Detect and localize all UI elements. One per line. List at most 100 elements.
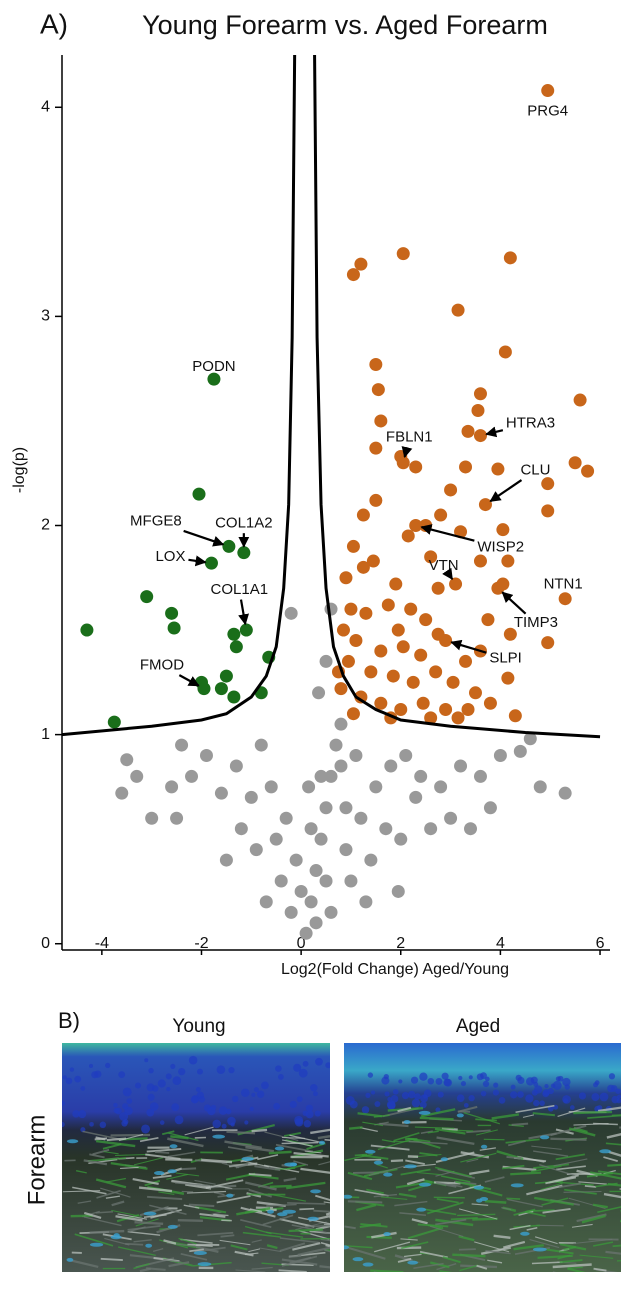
cell bbox=[310, 1189, 321, 1193]
cell bbox=[144, 1212, 157, 1216]
x-tick-label: 6 bbox=[596, 935, 605, 952]
point-label: FMOD bbox=[140, 657, 184, 674]
nucleus bbox=[175, 1115, 184, 1124]
data-point bbox=[300, 927, 313, 940]
nucleus bbox=[304, 1120, 311, 1127]
fiber bbox=[155, 1152, 169, 1153]
data-point bbox=[382, 598, 395, 611]
data-point bbox=[280, 812, 293, 825]
data-point bbox=[347, 707, 360, 720]
point-label: VTN bbox=[429, 557, 459, 574]
data-point bbox=[230, 759, 243, 772]
cell bbox=[282, 1210, 296, 1214]
data-point bbox=[305, 895, 318, 908]
cell bbox=[374, 1161, 383, 1165]
nucleus bbox=[310, 1084, 318, 1092]
cell bbox=[168, 1169, 177, 1173]
data-point bbox=[175, 739, 188, 752]
data-point bbox=[275, 874, 288, 887]
nucleus bbox=[384, 1074, 389, 1079]
nucleus bbox=[144, 1058, 148, 1062]
nucleus bbox=[419, 1073, 427, 1081]
nucleus bbox=[493, 1083, 498, 1088]
fiber bbox=[506, 1198, 520, 1199]
nucleus bbox=[148, 1094, 155, 1101]
data-point bbox=[230, 640, 243, 653]
point-label: COL1A2 bbox=[215, 515, 273, 532]
nucleus bbox=[615, 1088, 621, 1094]
data-point bbox=[491, 463, 504, 476]
x-tick-label: 2 bbox=[396, 935, 405, 952]
nucleus bbox=[525, 1094, 533, 1102]
nucleus bbox=[362, 1106, 369, 1113]
nucleus bbox=[290, 1101, 297, 1108]
cell bbox=[383, 1173, 392, 1177]
fiber bbox=[90, 1231, 125, 1233]
data-point bbox=[295, 885, 308, 898]
threshold-curve bbox=[62, 55, 600, 737]
nucleus bbox=[315, 1058, 323, 1066]
nucleus bbox=[468, 1095, 474, 1101]
data-point bbox=[222, 540, 235, 553]
y-tick-label: 1 bbox=[41, 726, 50, 743]
nucleus bbox=[251, 1093, 255, 1097]
data-point bbox=[140, 590, 153, 603]
nucleus bbox=[350, 1101, 358, 1109]
data-point bbox=[372, 383, 385, 396]
nucleus bbox=[191, 1096, 199, 1104]
chart-title: Young Forearm vs. Aged Forearm bbox=[142, 10, 548, 40]
data-point bbox=[434, 780, 447, 793]
data-point bbox=[325, 603, 338, 616]
data-point bbox=[374, 697, 387, 710]
y-tick-label: 0 bbox=[41, 935, 50, 952]
data-point bbox=[344, 874, 357, 887]
data-point bbox=[559, 787, 572, 800]
cell bbox=[212, 1135, 225, 1139]
data-point bbox=[409, 791, 422, 804]
y-tick-label: 4 bbox=[41, 98, 50, 115]
cell bbox=[67, 1258, 74, 1262]
nucleus bbox=[199, 1096, 206, 1103]
data-point bbox=[339, 801, 352, 814]
cell bbox=[419, 1111, 431, 1115]
nucleus bbox=[113, 1103, 118, 1108]
y-tick-label: 3 bbox=[41, 308, 50, 325]
nucleus bbox=[562, 1095, 571, 1104]
data-point bbox=[354, 258, 367, 271]
fiber bbox=[613, 1245, 625, 1246]
nucleus bbox=[315, 1110, 321, 1116]
x-tick-label: -4 bbox=[95, 935, 109, 952]
fiber bbox=[621, 1206, 641, 1211]
label-arrow bbox=[188, 560, 205, 562]
data-point bbox=[339, 843, 352, 856]
nucleus bbox=[442, 1073, 449, 1080]
data-point bbox=[452, 304, 465, 317]
nucleus bbox=[464, 1103, 469, 1108]
nucleus bbox=[325, 1062, 331, 1068]
data-point bbox=[359, 895, 372, 908]
nucleus bbox=[89, 1064, 93, 1068]
nucleus bbox=[219, 1106, 227, 1114]
data-point bbox=[310, 916, 323, 929]
data-point bbox=[541, 504, 554, 517]
cell bbox=[90, 1243, 103, 1247]
nucleus bbox=[122, 1103, 128, 1109]
data-point bbox=[444, 483, 457, 496]
nucleus bbox=[444, 1079, 452, 1087]
data-point bbox=[334, 759, 347, 772]
cell bbox=[275, 1146, 284, 1150]
nucleus bbox=[197, 1069, 203, 1075]
nucleus bbox=[244, 1120, 248, 1124]
data-point bbox=[369, 780, 382, 793]
nucleus bbox=[118, 1071, 125, 1078]
data-point bbox=[379, 822, 392, 835]
nucleus bbox=[517, 1091, 524, 1098]
data-point bbox=[145, 812, 158, 825]
fiber bbox=[620, 1189, 640, 1192]
nucleus bbox=[436, 1078, 443, 1085]
cell bbox=[540, 1135, 549, 1139]
data-point bbox=[439, 703, 452, 716]
data-point bbox=[337, 624, 350, 637]
data-point bbox=[419, 613, 432, 626]
